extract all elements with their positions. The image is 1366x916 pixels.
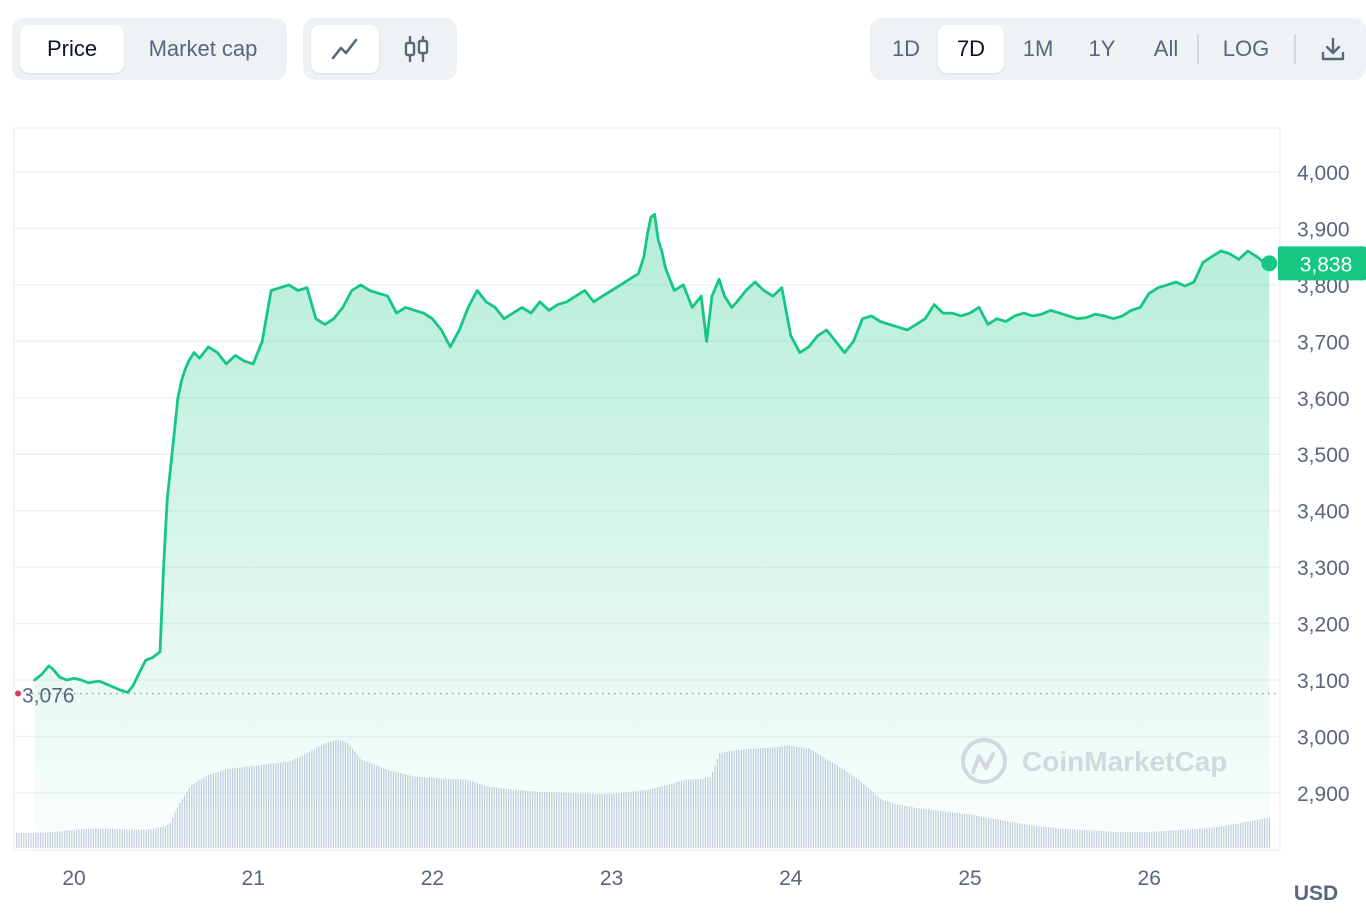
current-price-badge-bg — [1278, 246, 1366, 281]
line-chart-icon — [331, 38, 358, 60]
coinmarketcap-logo-icon — [961, 738, 1007, 784]
range-1y-tab[interactable]: 1Y — [1088, 36, 1116, 61]
y-tick-label: 4,000 — [1297, 162, 1350, 185]
current-price-label: 3,838 — [1300, 253, 1353, 276]
volume-bar — [30, 832, 32, 848]
coinmarketcap-logo-mark — [971, 752, 995, 774]
volume-bar — [25, 832, 27, 848]
range-1d-tab[interactable]: 1D — [891, 36, 921, 61]
y-tick-label: 3,400 — [1297, 501, 1350, 524]
time-range-toggle: 1D 7D 1M 1Y All LOG — [870, 18, 1366, 80]
watermark: CoinMarketCap — [961, 738, 1227, 784]
y-tick-label: 3,300 — [1297, 557, 1350, 580]
current-price-badge: 3,838 — [1278, 246, 1366, 281]
toolbar-divider — [1294, 34, 1296, 64]
log-scale-toggle[interactable]: LOG — [1222, 36, 1270, 61]
y-tick-label: 3,000 — [1297, 726, 1350, 749]
toolbar-divider — [1197, 34, 1199, 64]
y-tick-label: 3,800 — [1297, 275, 1350, 298]
current-price-dot — [1261, 255, 1278, 272]
range-all-tab[interactable]: All — [1153, 36, 1179, 61]
x-tick-label: 24 — [779, 867, 803, 890]
range-7d-tab[interactable]: 7D — [938, 25, 1004, 73]
x-axis: 20 21 22 23 24 25 26 — [62, 867, 1161, 890]
y-tick-label: 3,500 — [1297, 444, 1350, 467]
y-tick-label: 2,900 — [1297, 783, 1350, 806]
volume-bar — [1268, 817, 1270, 848]
x-tick-label: 20 — [62, 867, 85, 890]
chart-type-toggle: Price Market cap — [12, 18, 287, 80]
start-price-marker — [15, 690, 21, 697]
y-tick-label: 3,200 — [1297, 614, 1350, 637]
y-tick-label: 3,600 — [1297, 388, 1350, 411]
volume-bar — [20, 832, 22, 848]
volume-bar — [16, 832, 18, 848]
start-price-label: 3,076 — [22, 685, 75, 708]
range-1m-tab[interactable]: 1M — [1022, 36, 1054, 61]
currency-label: USD — [1294, 882, 1338, 905]
x-tick-label: 23 — [600, 867, 623, 890]
volume-bar — [23, 832, 25, 848]
candlestick-chart-button[interactable] — [383, 25, 451, 73]
download-icon — [1321, 37, 1345, 61]
line-chart-button[interactable] — [311, 25, 379, 73]
volume-bar — [32, 832, 34, 848]
y-tick-label: 3,900 — [1297, 218, 1350, 241]
candlestick-icon — [404, 35, 429, 63]
x-tick-label: 26 — [1138, 867, 1161, 890]
volume-bar — [18, 832, 20, 848]
y-tick-label: 3,700 — [1297, 331, 1350, 354]
download-button[interactable] — [1302, 25, 1364, 73]
chart-style-toggle — [303, 18, 457, 80]
x-tick-label: 22 — [421, 867, 444, 890]
volume-bar — [28, 832, 30, 848]
y-tick-label: 3,100 — [1297, 670, 1350, 693]
price-line — [33, 212, 1271, 694]
price-area — [34, 214, 1270, 851]
watermark-text: CoinMarketCap — [1022, 746, 1227, 777]
price-tab[interactable]: Price — [20, 25, 124, 73]
y-axis: 4,000 3,900 3,800 3,700 3,600 3,500 3,400 3,300… — [1297, 162, 1350, 806]
market-cap-tab[interactable]: Market cap — [148, 36, 258, 61]
x-tick-label: 21 — [242, 867, 265, 890]
x-tick-label: 25 — [958, 867, 981, 890]
